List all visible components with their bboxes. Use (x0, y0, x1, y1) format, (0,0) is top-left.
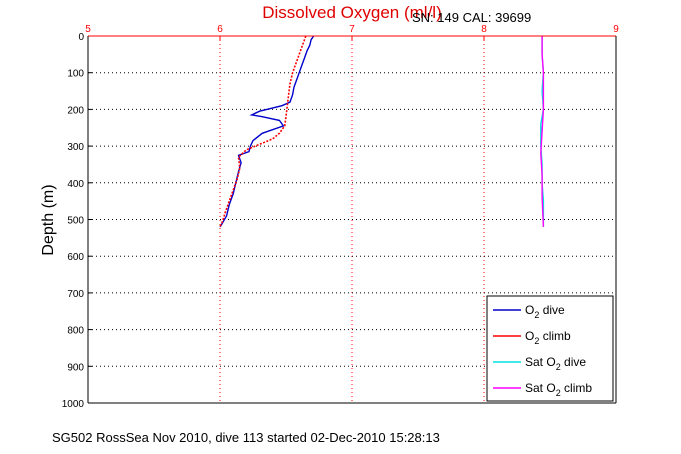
y-tick-label-600: 600 (67, 252, 84, 263)
y-tick-label-500: 500 (67, 216, 84, 227)
footer-caption: SG502 RossSea Nov 2010, dive 113 started… (52, 430, 440, 445)
axes-layer (87, 35, 617, 404)
x-tick-label-8: 8 (481, 24, 487, 35)
legend-entry-1: O2 climb (525, 329, 571, 346)
x-tick-label-7: 7 (349, 24, 355, 35)
y-tick-label-400: 400 (67, 179, 84, 190)
y-tick-label-0: 0 (78, 32, 84, 43)
x-tick-label-5: 5 (85, 24, 91, 35)
tick-labels: 5 6 7 8 9 0 100 200 300 400 500 600 700 800 900 1000 (62, 24, 619, 410)
y-tick-label-800: 800 (67, 326, 84, 337)
legend-entry-0: O2 dive (525, 303, 565, 320)
legend: O2 dive O2 climb Sat O2 dive Sat O2 climb (486, 295, 614, 402)
y-tick-label-1000: 1000 (62, 399, 85, 410)
series-line-sat-climb (540, 36, 545, 227)
series-line-climb (219, 35, 307, 228)
series-layer (219, 35, 545, 228)
series-line-dive (219, 35, 315, 228)
y-tick-label-200: 200 (67, 105, 84, 116)
x-tick-label-6: 6 (217, 24, 223, 35)
x-tick-label-9: 9 (613, 24, 619, 35)
legend-box (486, 295, 614, 402)
y-tick-label-100: 100 (67, 69, 84, 80)
chart-title: Dissolved Oxygen (ml/l) (262, 3, 442, 22)
serial-label: SN: 149 CAL: 39699 (412, 10, 531, 25)
legend-entry-3: Sat O2 climb (525, 381, 592, 398)
grid-lines (88, 36, 616, 403)
y-axis-label: Depth (m) (40, 184, 57, 255)
y-tick-label-300: 300 (67, 142, 84, 153)
legend-entry-2: Sat O2 dive (525, 355, 586, 372)
y-tick-label-700: 700 (67, 289, 84, 300)
y-tick-label-900: 900 (67, 362, 84, 373)
